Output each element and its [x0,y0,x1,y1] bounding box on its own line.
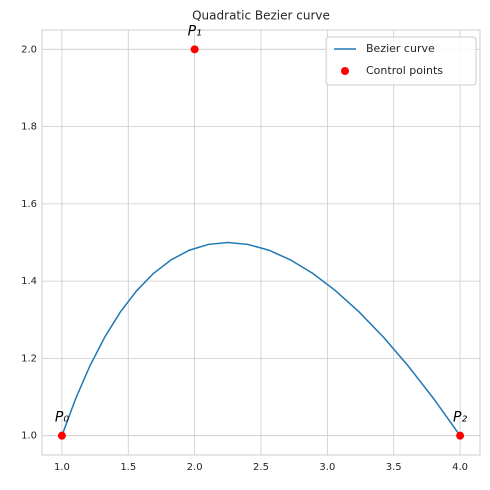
y-tick-label: 1.0 [21,431,37,442]
curve [61,241,461,437]
legend-label: Bezier curve [366,42,435,55]
x-tick-label: 1.5 [120,462,136,473]
x-tick-label: 3.0 [319,462,335,473]
y-tick-label: 1.2 [21,353,37,364]
y-tick-label: 1.8 [21,122,37,133]
x-tick-label: 1.0 [54,462,70,473]
legend-swatch [341,67,349,75]
y-tick-label: 1.4 [21,276,37,287]
legend-label: Control points [366,64,443,77]
x-tick-label: 2.0 [187,462,203,473]
point-label: P₂ [453,410,467,426]
point-label: P₀ [55,410,69,426]
control-point [57,431,66,440]
plot-frame [41,29,481,456]
y-tick-label: 1.6 [21,199,37,210]
chart-title: Quadratic Bezier curve [192,9,330,23]
x-tick-label: 3.5 [386,462,402,473]
x-tick-label: 4.0 [452,462,468,473]
control-point [190,45,199,54]
y-tick-label: 2.0 [21,44,37,55]
legend-box [325,36,477,86]
x-tick-label: 2.5 [253,462,269,473]
control-point [456,431,465,440]
point-label: P₁ [188,23,202,39]
